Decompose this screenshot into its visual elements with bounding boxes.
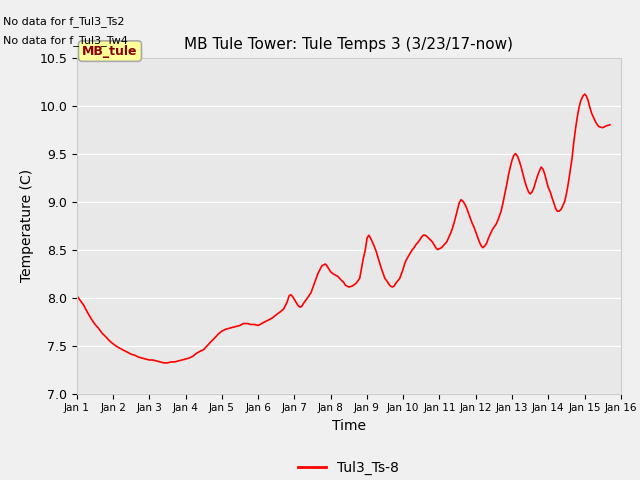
Title: MB Tule Tower: Tule Temps 3 (3/23/17-now): MB Tule Tower: Tule Temps 3 (3/23/17-now… — [184, 37, 513, 52]
Text: No data for f_Tul3_Ts2: No data for f_Tul3_Ts2 — [3, 16, 125, 27]
Legend: Tul3_Ts-8: Tul3_Ts-8 — [293, 456, 404, 480]
Text: MB_tule: MB_tule — [82, 45, 138, 58]
Text: No data for f_Tul3_Tw4: No data for f_Tul3_Tw4 — [3, 35, 128, 46]
Y-axis label: Temperature (C): Temperature (C) — [20, 169, 34, 282]
X-axis label: Time: Time — [332, 419, 366, 433]
